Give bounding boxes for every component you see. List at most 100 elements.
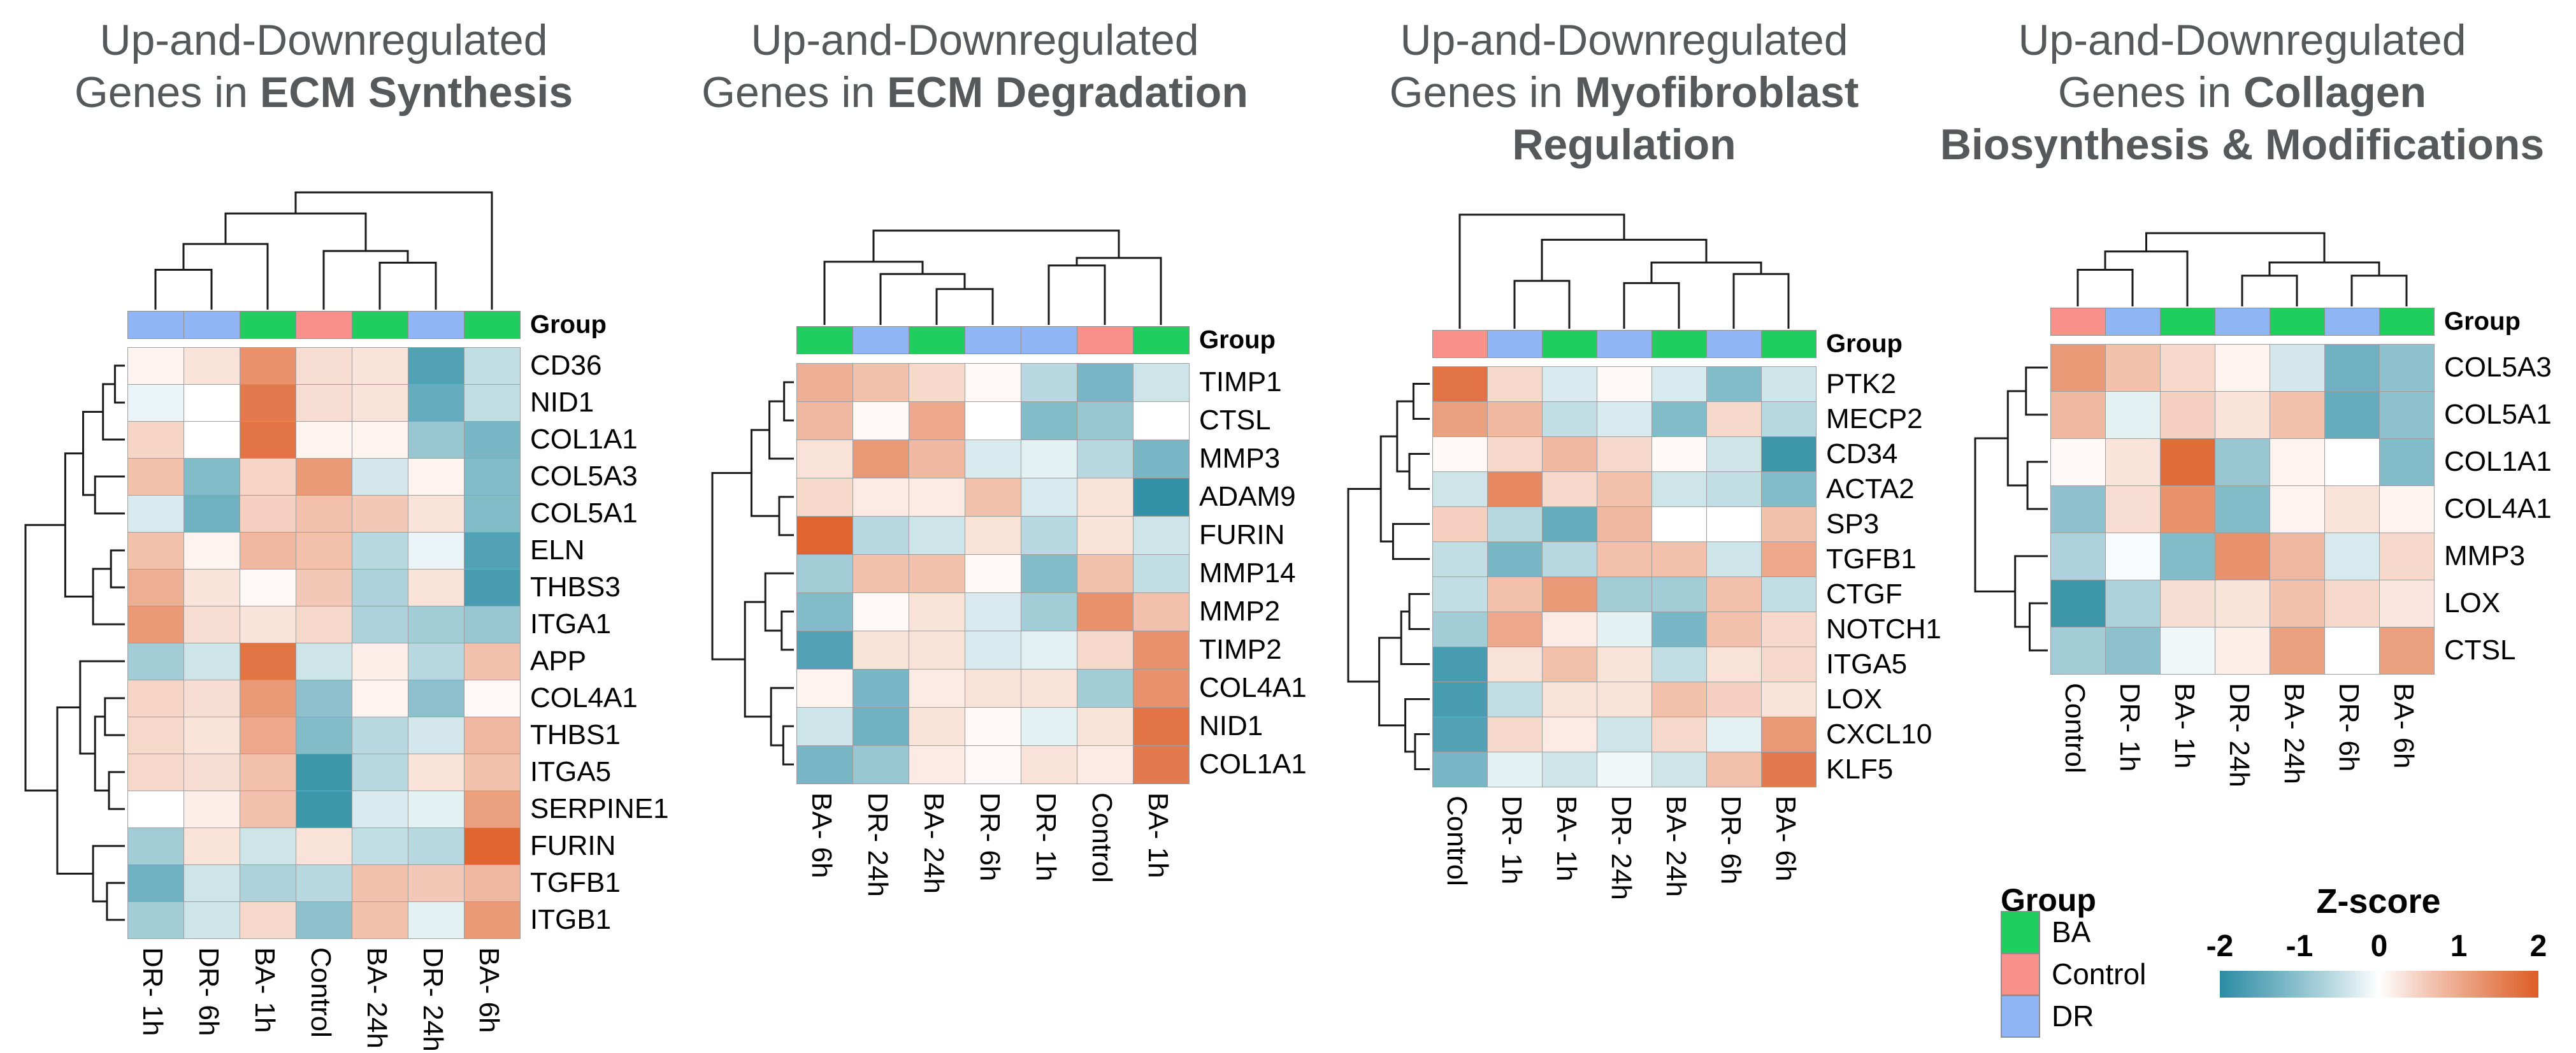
heatmap-cell [127,901,184,939]
heatmap-cell [2160,533,2215,580]
heatmap-cell [296,754,352,791]
gene-label: MMP14 [1199,557,1296,589]
heatmap-cell [853,516,909,555]
heatmap-cell [1021,516,1077,555]
heatmap-cell [1706,647,1762,682]
gene-label: TGFB1 [530,867,621,898]
gene-label: ITGA5 [530,756,612,787]
group-annotation-segment [1542,330,1597,358]
gene-label: MMP3 [1199,443,1281,474]
gene-label: PTK2 [1826,368,1897,399]
group-annotation-segment [2379,308,2435,336]
heatmap-cell [183,717,240,754]
heatmap-cell [2379,438,2435,486]
gene-label: ITGA1 [530,608,612,640]
gene-label: KLF5 [1826,753,1894,785]
group-annotation-segment [1651,330,1707,358]
heatmap-cell [2270,580,2325,627]
heatmap-cell [352,864,408,902]
heatmap-cell [2270,438,2325,486]
column-label: Control [305,947,336,1038]
heatmap-cell [853,669,909,708]
heatmap-cell [183,347,240,385]
heatmap-cell [2105,485,2161,533]
heatmap-cell [965,440,1021,478]
heatmap-cell [296,680,352,717]
heatmap-cell [1542,612,1597,647]
heatmap-cell [240,569,296,606]
group-annotation-segment [2105,308,2161,336]
group-legend-label: Control [2052,957,2147,991]
heatmap-cell [1597,577,1652,612]
panel-title-line: Up-and-Downregulated [580,14,1370,66]
heatmap-cell [2270,533,2325,580]
heatmap-cell [183,643,240,680]
heatmap-cell [2105,391,2161,439]
heatmap-cell [1432,647,1488,682]
heatmap-cell [2105,533,2161,580]
heatmap-cell [1077,516,1133,555]
heatmap-cell [1651,752,1707,787]
heatmap-cell [965,401,1021,440]
heatmap-cell [2105,344,2161,392]
heatmap-cell [909,745,965,784]
row-dendrogram [1347,383,1430,770]
group-annotation-segment [183,311,240,339]
heatmap-cell [464,717,521,754]
column-label: DR- 1h [2114,683,2145,772]
group-annotation-segment [1761,330,1817,358]
gene-label: MMP3 [2444,540,2526,571]
heatmap-cell [1651,577,1707,612]
column-label: DR- 6h [1715,796,1746,885]
heatmap-cell [296,384,352,422]
heatmap-cell [408,901,464,939]
group-annotation-segment [2215,308,2270,336]
heatmap-cell [183,680,240,717]
column-label: DR- 1h [1496,796,1527,885]
heatmap-cell [2270,391,2325,439]
gene-label: NID1 [530,387,594,418]
heatmap-cell [240,717,296,754]
heatmap-cell [965,631,1021,670]
heatmap-cell [1432,682,1488,717]
heatmap-cell [1487,506,1543,542]
heatmap-cell [1542,717,1597,752]
gene-label: CTSL [1199,405,1271,436]
heatmap-cell [183,754,240,791]
heatmap-cell [352,495,408,533]
heatmap-cell [240,791,296,828]
heatmap-cell [127,532,184,569]
group-legend-label: DR [2052,999,2094,1033]
column-dendrogram [2076,232,2408,306]
heatmap-cell [408,384,464,422]
group-legend-swatch-control [2001,953,2040,996]
gene-label: COL1A1 [2444,446,2552,477]
heatmap-cell [1597,401,1652,437]
heatmap-cell [352,569,408,606]
heatmap-cell [965,592,1021,631]
heatmap-cell [1487,612,1543,647]
group-annotation-segment [2160,308,2215,336]
zscore-colorbar [2220,971,2538,998]
heatmap-cell [853,440,909,478]
heatmap-cell [464,384,521,422]
group-annotation-title: Group [530,310,607,339]
heatmap-cell [796,631,853,670]
heatmap-cell [1651,366,1707,402]
heatmap-cell [240,754,296,791]
heatmap-cell [352,827,408,865]
heatmap-cell [2379,485,2435,533]
heatmap-cell [1542,401,1597,437]
column-label: DR- 24h [862,792,893,897]
heatmap-cell [796,401,853,440]
gene-label: CD36 [530,350,602,381]
gene-label: ITGA5 [1826,648,1908,680]
heatmap-cell [1077,401,1133,440]
gene-label: COL5A3 [2444,352,2552,383]
heatmap-cell [1133,440,1190,478]
heatmap-cell [965,478,1021,517]
panel-title-segment: Collagen [2243,68,2427,117]
group-annotation-segment [464,311,521,339]
heatmap-cell [1597,366,1652,402]
